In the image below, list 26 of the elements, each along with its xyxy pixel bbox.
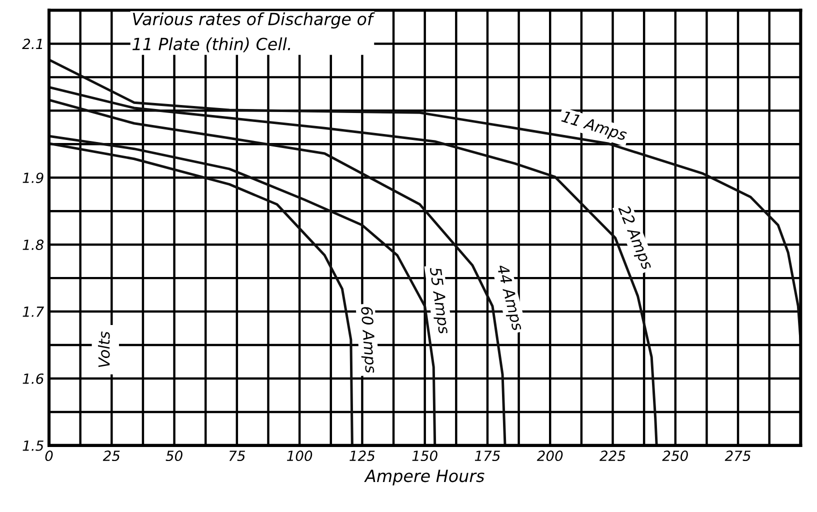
x-tick-label: 150 xyxy=(412,450,438,462)
y-tick-label: 1.8 xyxy=(22,240,44,250)
x-tick-label: 75 xyxy=(229,450,245,462)
x-tick-label: 175 xyxy=(474,450,500,462)
text: 11 Amps xyxy=(560,110,628,144)
x-tick-label: 0 xyxy=(45,450,53,462)
x-tick-label: 250 xyxy=(662,450,688,462)
y-tick-label: 2.1 xyxy=(22,38,42,49)
y-axis-title: Volts xyxy=(98,331,110,368)
text: Various rates of Discharge of 11 Plate (thin) Cell. xyxy=(132,12,375,52)
x-tick-label: 25 xyxy=(102,450,120,462)
x-tick-label: 225 xyxy=(600,450,626,462)
text: 55 Amps xyxy=(426,266,450,335)
y-tick-label: 1.6 xyxy=(22,373,44,384)
y-tick-label: 1.9 xyxy=(22,172,44,184)
x-tick-label: 125 xyxy=(350,450,375,462)
x-tick-label: 200 xyxy=(536,450,563,462)
x-tick-label: 275 xyxy=(724,450,751,462)
y-tick-label: 1.7 xyxy=(22,306,44,317)
x-axis-title: Ampere Hours xyxy=(364,470,484,486)
x-tick-label: 50 xyxy=(166,450,182,462)
text: 44 Amps xyxy=(494,264,524,332)
y-tick-label: 1.5 xyxy=(22,440,44,451)
text: 22 Amps xyxy=(615,204,654,272)
x-tick-label: 100 xyxy=(286,450,312,462)
text: 60 Amps xyxy=(358,306,378,374)
